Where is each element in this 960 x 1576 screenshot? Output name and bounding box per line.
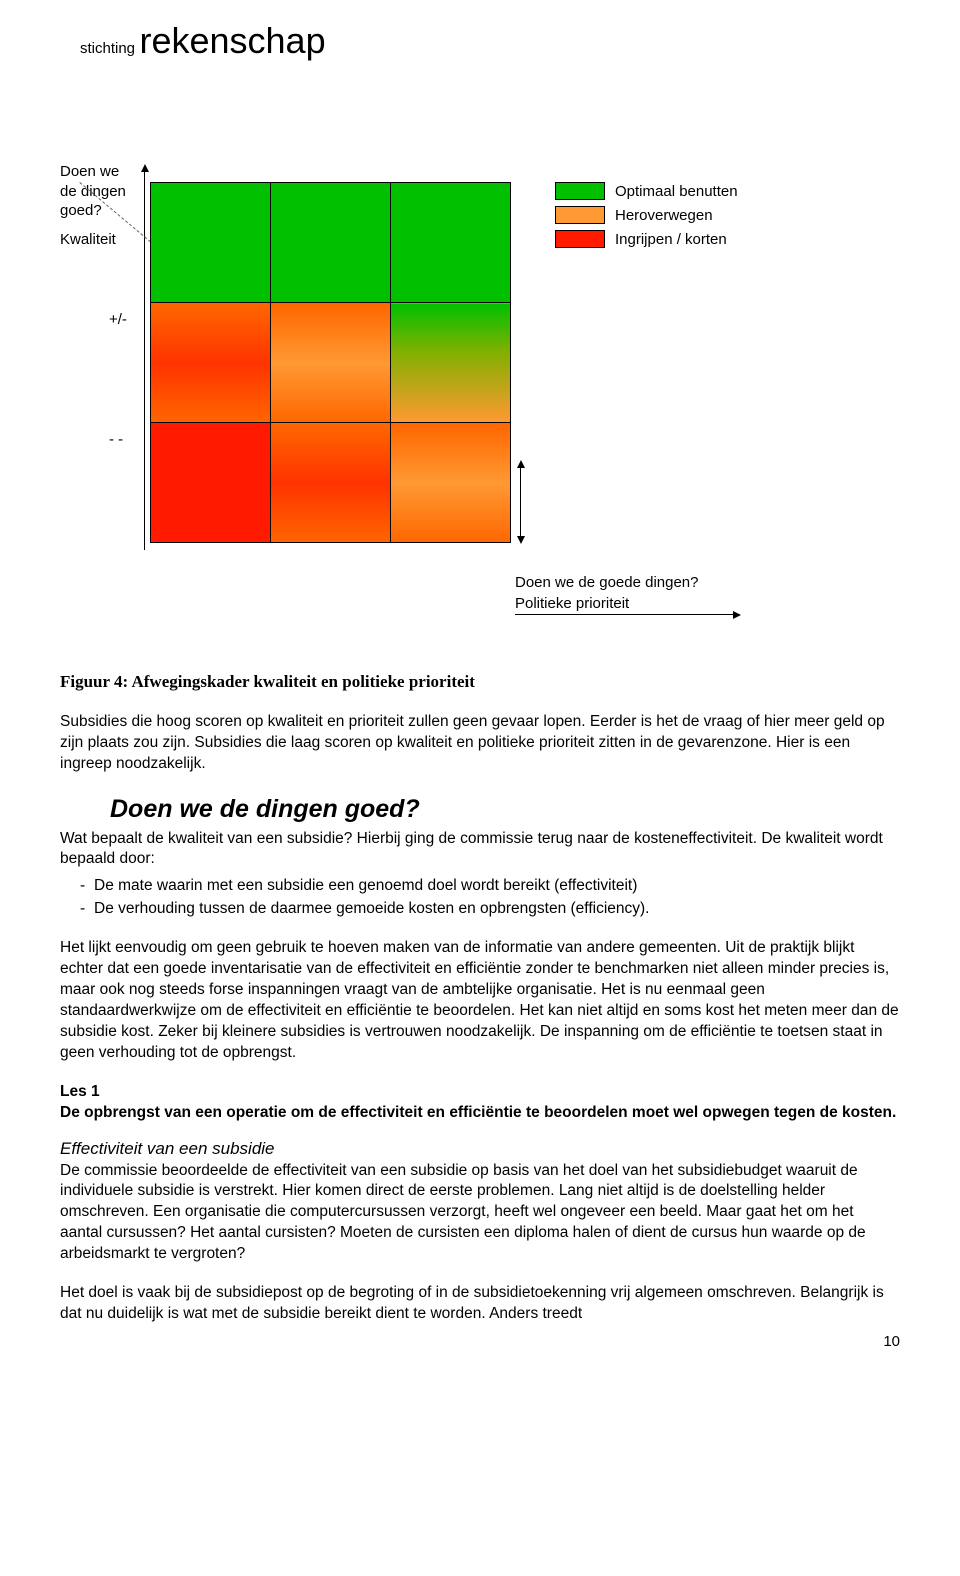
- matrix-cell: - -: [151, 423, 271, 543]
- paragraph: Subsidies die hoog scoren op kwaliteit e…: [60, 712, 900, 775]
- legend-swatch: [555, 230, 605, 248]
- body-content: Subsidies die hoog scoren op kwaliteit e…: [60, 712, 900, 1325]
- matrix-grid: + + +/- - -: [150, 182, 511, 543]
- x-axis-arrow: [515, 614, 735, 615]
- sub-heading: Effectiviteit van een subsidie: [60, 1138, 900, 1161]
- bullet-list: De mate waarin met een subsidie een geno…: [60, 876, 900, 920]
- lesson-block: Les 1 De opbrengst van een operatie om d…: [60, 1082, 900, 1124]
- row-label-bot: - -: [109, 431, 123, 448]
- legend-item: Ingrijpen / korten: [555, 230, 738, 248]
- paragraph: Het lijkt eenvoudig om geen gebruik te h…: [60, 938, 900, 1064]
- matrix-cell: [271, 423, 391, 543]
- row-label-mid: +/-: [109, 311, 127, 328]
- matrix-cell: +/-: [151, 303, 271, 423]
- paragraph: Wat bepaalt de kwaliteit van een subsidi…: [60, 829, 900, 871]
- lesson-title: Les 1: [60, 1083, 100, 1100]
- matrix-cell: [271, 303, 391, 423]
- x-axis-label: Doen we de goede dingen? Politieke prior…: [515, 572, 699, 614]
- matrix-diagram: Doen we de dingen goed? Kwaliteit + + +/…: [60, 92, 900, 652]
- list-item: De verhouding tussen de daarmee gemoeide…: [80, 899, 900, 920]
- legend-swatch: [555, 182, 605, 200]
- legend-label: Optimaal benutten: [615, 183, 738, 200]
- double-arrow-icon: [520, 466, 521, 538]
- matrix-cell: + +: [151, 183, 271, 303]
- legend-item: Heroverwegen: [555, 206, 738, 224]
- paragraph: Het doel is vaak bij de subsidiepost op …: [60, 1283, 900, 1325]
- matrix-cell: [391, 423, 511, 543]
- y-axis-arrow: [144, 170, 145, 550]
- section-heading: Doen we de dingen goed?: [110, 793, 900, 827]
- list-item: De mate waarin met een subsidie een geno…: [80, 876, 900, 897]
- paragraph: De commissie beoordeelde de effectivitei…: [60, 1161, 900, 1266]
- page-number: 10: [883, 1333, 900, 1350]
- lesson-text: De opbrengst van een operatie om de effe…: [60, 1104, 896, 1121]
- page-header: stichting rekenschap: [60, 20, 900, 62]
- header-title: rekenschap: [139, 20, 325, 61]
- legend-swatch: [555, 206, 605, 224]
- matrix-table: + + +/- - -: [150, 182, 511, 543]
- header-prefix: stichting: [80, 40, 135, 57]
- matrix-cell: [391, 183, 511, 303]
- legend-item: Optimaal benutten: [555, 182, 738, 200]
- legend: Optimaal benutten Heroverwegen Ingrijpen…: [555, 182, 738, 254]
- matrix-cell: [271, 183, 391, 303]
- figure-caption: Figuur 4: Afwegingskader kwaliteit en po…: [60, 672, 900, 692]
- legend-label: Heroverwegen: [615, 207, 713, 224]
- matrix-cell: [391, 303, 511, 423]
- y-axis-sublabel: Kwaliteit: [60, 230, 116, 250]
- legend-label: Ingrijpen / korten: [615, 231, 727, 248]
